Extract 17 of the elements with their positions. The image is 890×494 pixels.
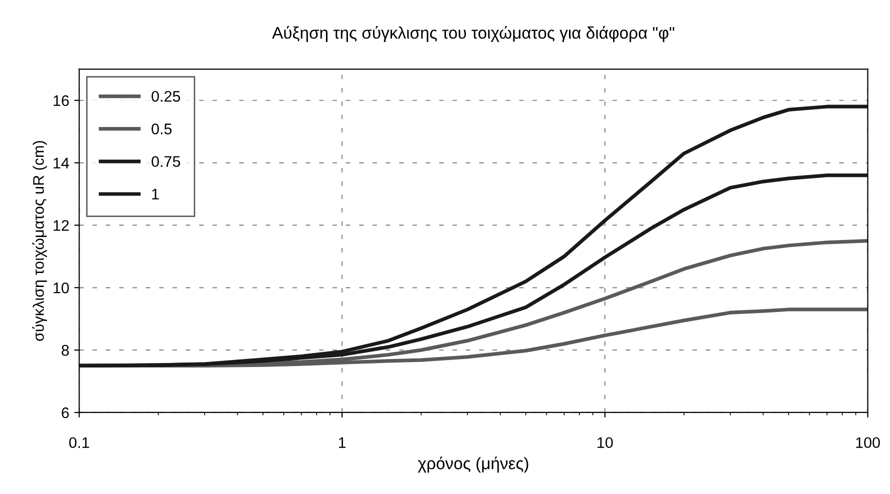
y-tick-label: 12 [54, 220, 69, 231]
x-axis-title: χρόνος (μήνες) [418, 456, 528, 473]
legend-label: 0.25 [152, 90, 180, 102]
legend-label: 1 [152, 188, 159, 200]
y-tick-label: 16 [54, 95, 69, 106]
x-tick-label: 1 [338, 437, 346, 448]
x-tick-label: 100 [856, 437, 880, 448]
chart-title: Αύξηση της σύγκλισης του τοιχώματος για διάφορα "φ" [272, 26, 674, 42]
y-tick-label: 8 [62, 344, 69, 356]
x-tick-label: 0.1 [69, 437, 90, 448]
y-tick-label: 14 [54, 158, 70, 168]
x-tick-label: 10 [598, 437, 613, 448]
y-tick-label: 6 [62, 407, 69, 418]
y-tick-label: 10 [54, 282, 69, 294]
legend-label: 0.5 [152, 124, 172, 134]
legend-label: 0.75 [152, 156, 180, 167]
y-axis-title: σύγκλιση τοιχώματος uR (cm) [32, 141, 47, 341]
